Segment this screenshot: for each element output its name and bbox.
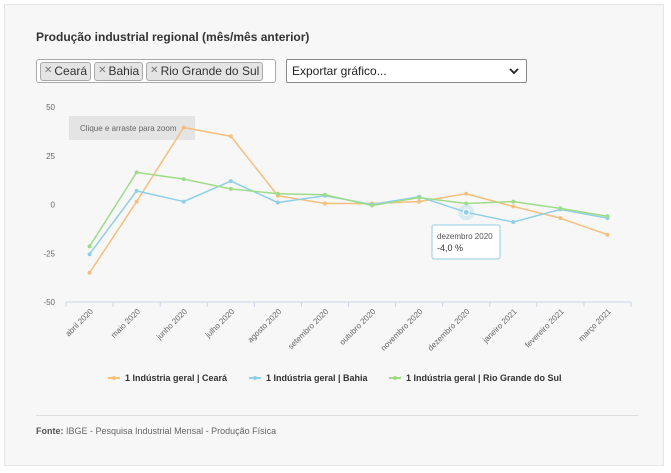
data-point [464, 191, 469, 196]
tooltip-label: dezembro 2020 [437, 232, 493, 241]
tag-label: Rio Grande do Sul [160, 64, 260, 78]
remove-tag-icon[interactable]: ✕ [44, 65, 53, 76]
data-point [275, 191, 280, 196]
x-tick-label: outubro 2020 [338, 307, 378, 347]
data-point [181, 125, 186, 130]
legend-label: 1 Indústria geral | Rio Grande do Sul [406, 373, 562, 383]
export-chart-select[interactable]: Exportar gráfico... [286, 59, 527, 83]
x-tick-label: maio 2020 [109, 307, 142, 340]
page-title: Produção industrial regional (mês/mês an… [36, 30, 310, 44]
highlight-point [462, 208, 470, 216]
data-point [511, 204, 516, 209]
data-point [228, 134, 233, 139]
source-label: Fonte: [36, 426, 64, 436]
data-point [87, 244, 92, 249]
series-line-0 [88, 126, 608, 274]
zoom-hint-text: Clique e arraste para zoom [80, 124, 177, 133]
x-tick-label: agosto 2020 [246, 307, 284, 345]
tag-label: Ceará [54, 64, 88, 78]
y-tick-label: 50 [46, 103, 55, 112]
data-point [275, 200, 280, 205]
x-tick-label: setembro 2020 [286, 307, 330, 351]
y-tick-label: 25 [46, 152, 55, 161]
tooltip-value: -4,0 % [437, 243, 463, 253]
data-point [558, 206, 563, 211]
tag-rio-grande-do-sul: ✕ Rio Grande do Sul [146, 61, 264, 81]
data-point [605, 232, 610, 237]
data-point [464, 201, 469, 206]
x-tick-label: novembro 2020 [379, 307, 425, 353]
y-tick-label: -25 [43, 249, 55, 258]
data-point [134, 188, 139, 193]
x-tick-label: março 2021 [577, 307, 614, 344]
chart-axes: 50 25 0 -25 -50 abril 2020 maio 2020 junho 2020… [43, 103, 632, 353]
x-tick-label: julho 2020 [203, 307, 237, 341]
data-point [558, 216, 563, 221]
divider [36, 415, 638, 416]
x-tick-label: junho 2020 [154, 307, 189, 342]
chart-legend: 1 Indústria geral | Ceará 1 Indústria ger… [108, 373, 562, 383]
remove-tag-icon[interactable]: ✕ [150, 65, 159, 76]
data-point [605, 214, 610, 219]
data-point [181, 199, 186, 204]
source-text: IBGE - Pesquisa Industrial Mensal - Prod… [66, 426, 277, 436]
data-point [87, 252, 92, 257]
export-select-value: Exportar gráfico... [292, 64, 387, 78]
remove-tag-icon[interactable]: ✕ [98, 65, 107, 76]
x-tick-label: abril 2020 [64, 307, 96, 339]
y-tick-label: -50 [43, 298, 55, 307]
series-line-2 [88, 171, 608, 247]
data-point [228, 186, 233, 191]
data-point [417, 195, 422, 200]
region-multiselect[interactable]: ✕ Ceará ✕ Bahia ✕ Rio Grande do Sul [36, 59, 276, 83]
y-tick-label: 0 [51, 201, 56, 210]
data-point [322, 201, 327, 206]
tag-label: Bahia [108, 64, 140, 78]
zoom-hint-box [69, 116, 195, 140]
legend-marker [253, 376, 257, 380]
legend-marker [393, 376, 397, 380]
data-point [370, 203, 375, 208]
tag-ceara: ✕ Ceará [40, 61, 92, 81]
legend-label: 1 Indústria geral | Bahia [266, 373, 369, 383]
data-point [417, 199, 422, 204]
data-point [134, 199, 139, 204]
data-point [181, 177, 186, 182]
source-note: Fonte: IBGE - Pesquisa Industrial Mensal… [36, 426, 276, 436]
data-point [511, 199, 516, 204]
tooltip: dezembro 2020 -4,0 % [431, 224, 501, 260]
data-point [322, 192, 327, 197]
chevron-down-icon [509, 68, 519, 75]
data-point [134, 170, 139, 175]
x-tick-label: janeiro 2021 [480, 307, 519, 346]
x-tick-label: fevereiro 2021 [523, 307, 566, 350]
series-line-1 [88, 180, 608, 255]
data-point [511, 220, 516, 225]
data-point [228, 179, 233, 184]
tag-bahia: ✕ Bahia [94, 61, 144, 81]
legend-label: 1 Indústria geral | Ceará [125, 373, 228, 383]
x-tick-label: dezembro 2020 [426, 307, 472, 353]
legend-marker [112, 376, 116, 380]
series-layer [87, 125, 610, 275]
data-point [87, 270, 92, 275]
